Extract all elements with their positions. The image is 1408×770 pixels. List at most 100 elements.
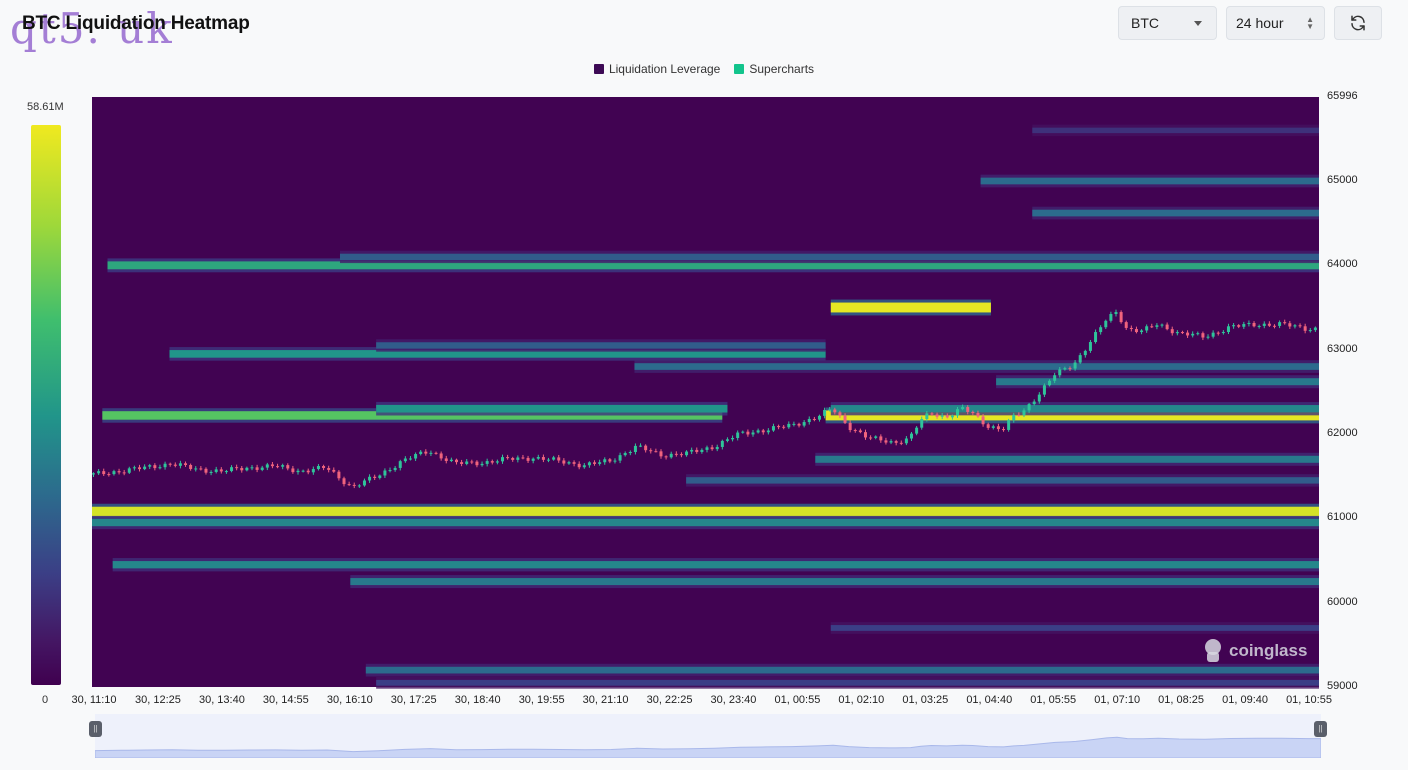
candle-body <box>173 464 177 466</box>
candle-body <box>536 457 540 459</box>
x-tick-label: 30, 18:40 <box>454 694 501 706</box>
chart-legend: Liquidation Leverage Supercharts <box>0 62 1408 76</box>
legend-item-leverage[interactable]: Liquidation Leverage <box>593 62 721 76</box>
candle-body <box>148 465 152 467</box>
heatmap-band <box>830 625 1319 631</box>
candle-body <box>915 427 919 434</box>
legend-label: Liquidation Leverage <box>608 62 721 76</box>
candle-body <box>322 466 326 469</box>
candle-body <box>1017 414 1021 416</box>
candle-body <box>449 459 453 462</box>
legend-label: Supercharts <box>749 62 815 76</box>
candle-body <box>823 409 827 416</box>
candle-body <box>240 468 244 471</box>
candle-body <box>1078 355 1082 363</box>
y-tick-label: 59000 <box>1327 680 1358 692</box>
candle-body <box>633 445 637 453</box>
stepper-arrows-icon: ▲ ▼ <box>1306 15 1314 31</box>
candle-body <box>245 467 249 471</box>
coin-select-value: BTC <box>1131 15 1159 31</box>
candle-body <box>1211 332 1215 337</box>
candle-body <box>337 471 341 479</box>
candle-body <box>347 484 351 486</box>
candle-body <box>112 471 116 475</box>
candle-body <box>577 463 581 468</box>
candle-body <box>899 442 903 444</box>
candle-body <box>219 469 223 472</box>
candle-body <box>1262 323 1266 326</box>
candle-body <box>761 430 765 433</box>
candle-body <box>654 451 658 453</box>
time-range-select[interactable]: 24 hour ▲ ▼ <box>1226 6 1325 40</box>
candle-body <box>1140 330 1144 333</box>
heatmap-band <box>169 350 826 358</box>
candle-body <box>454 459 458 463</box>
candle-body <box>1022 410 1026 416</box>
zoom-slider[interactable] <box>95 714 1321 758</box>
candle-body <box>291 468 295 473</box>
candle-body <box>1032 401 1036 405</box>
candle-body <box>1068 368 1072 370</box>
candle-body <box>838 412 842 416</box>
candle-body <box>945 415 949 418</box>
candle-body <box>608 459 612 462</box>
x-tick-label: 01, 05:55 <box>1030 694 1077 706</box>
legend-swatch <box>734 64 745 74</box>
candle-body <box>884 440 888 443</box>
y-tick-label: 65000 <box>1327 173 1358 186</box>
candle-body <box>649 450 653 452</box>
candle-body <box>1186 332 1190 336</box>
x-tick-label: 01, 10:55 <box>1286 694 1332 706</box>
candle-body <box>1257 325 1261 327</box>
candle-body <box>495 461 499 463</box>
zoom-handle-right[interactable]: || <box>1314 721 1327 737</box>
candle-body <box>598 462 602 464</box>
zoom-handle-left[interactable]: || <box>89 721 102 737</box>
candle-body <box>260 467 264 470</box>
candle-body <box>470 461 474 463</box>
candle-body <box>1083 350 1087 356</box>
candle-body <box>971 411 975 414</box>
candle-body <box>869 437 873 439</box>
heatmap-band <box>365 666 1320 674</box>
heatmap-band <box>376 404 728 413</box>
zoom-price-area <box>95 736 1321 758</box>
candle-body <box>235 467 239 469</box>
colorbar <box>31 125 61 685</box>
candle-body <box>1226 326 1230 333</box>
coin-select[interactable]: BTC <box>1118 6 1217 40</box>
candle-body <box>731 438 735 440</box>
x-tick-label: 01, 00:55 <box>774 694 821 706</box>
candle-body <box>511 458 515 460</box>
candle-body <box>357 485 361 487</box>
candle-body <box>117 471 121 473</box>
candle-body <box>342 478 346 485</box>
legend-item-supercharts[interactable]: Supercharts <box>734 62 814 76</box>
candle-body <box>930 413 934 415</box>
candle-body <box>587 462 591 466</box>
candle-body <box>1170 329 1174 334</box>
chevron-down-icon <box>1194 21 1202 26</box>
candle-body <box>1221 332 1225 334</box>
candle-body <box>618 455 622 461</box>
refresh-button[interactable] <box>1334 6 1382 40</box>
candle-body <box>439 453 443 459</box>
candle-body <box>327 468 331 470</box>
candle-body <box>961 407 965 410</box>
candle-body <box>286 465 290 469</box>
candle-body <box>1206 336 1210 338</box>
candle-body <box>485 461 489 464</box>
candle-body <box>1073 362 1077 369</box>
candle-body <box>674 453 678 455</box>
candle-body <box>920 419 924 428</box>
candle-body <box>143 466 147 470</box>
candle-body <box>1042 385 1046 395</box>
x-tick-label: 01, 09:40 <box>1222 694 1268 706</box>
x-tick-label: 30, 13:40 <box>198 694 245 706</box>
candle-body <box>368 476 372 481</box>
candle-body <box>189 465 193 469</box>
candle-body <box>1237 325 1241 327</box>
candle-body <box>265 464 269 468</box>
candle-body <box>526 457 530 461</box>
